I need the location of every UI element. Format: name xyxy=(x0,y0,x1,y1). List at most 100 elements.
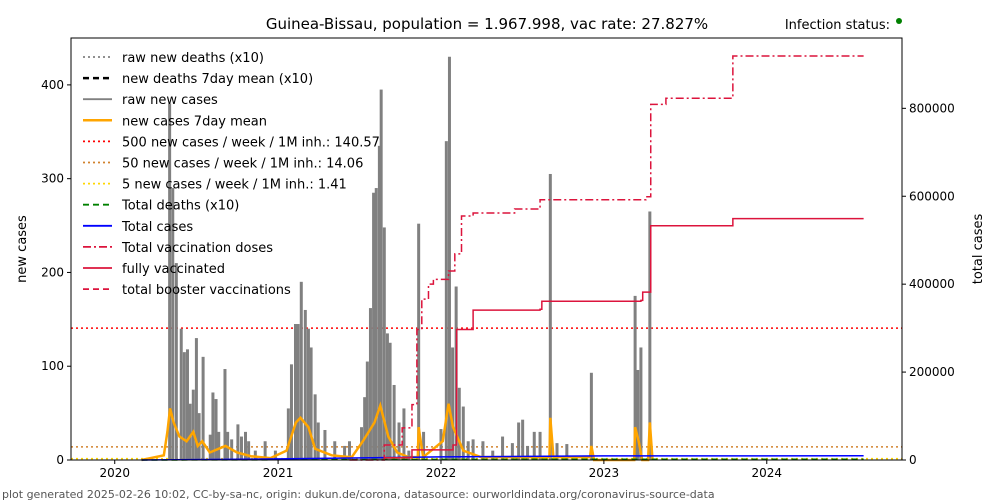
raw-new-cases-bar xyxy=(343,445,347,460)
y-tick-label: 200 xyxy=(41,265,64,279)
infection-status-dot xyxy=(896,18,902,24)
y2-tick-label: 800000 xyxy=(909,101,955,115)
raw-new-cases-bar xyxy=(174,263,178,460)
raw-new-cases-bar xyxy=(392,384,396,460)
raw-new-cases-bar xyxy=(182,352,186,460)
raw-new-cases-bar xyxy=(517,422,521,460)
raw-new-cases-bar xyxy=(293,324,297,460)
raw-new-cases-bar xyxy=(417,223,421,460)
y-tick-label: 300 xyxy=(41,172,64,186)
y-tick-label: 100 xyxy=(41,359,64,373)
raw-new-cases-bar xyxy=(526,445,530,460)
raw-new-cases-bar xyxy=(194,338,198,460)
raw-new-cases-bar xyxy=(188,403,192,460)
raw-new-cases-bar xyxy=(451,347,455,460)
raw-new-cases-bar xyxy=(347,441,351,460)
raw-new-cases-bar xyxy=(239,436,243,460)
legend-label: raw new cases xyxy=(122,93,218,108)
raw-new-cases-bar xyxy=(323,429,327,460)
chart-title: Guinea-Bissau, population = 1.967.998, v… xyxy=(266,15,708,33)
raw-new-cases-bar xyxy=(191,389,195,460)
raw-new-cases-bar xyxy=(510,443,514,460)
raw-new-cases-bar xyxy=(263,441,267,460)
raw-new-cases-bar xyxy=(548,173,552,460)
x-tick-label: 2020 xyxy=(99,466,130,480)
raw-new-cases-bar xyxy=(538,431,542,460)
raw-new-cases-bar xyxy=(633,295,637,460)
raw-new-cases-bar xyxy=(636,369,640,460)
legend-label: 5 new cases / week / 1M inh.: 1.41 xyxy=(122,178,347,193)
new-cases-7day-mean-line xyxy=(141,401,654,462)
raw-new-cases-bar xyxy=(377,145,381,460)
raw-new-cases-bar xyxy=(639,347,643,460)
raw-new-cases-bar xyxy=(439,429,443,460)
footer-note: plot generated 2025-02-26 10:02, CC-by-s… xyxy=(2,488,715,500)
raw-new-cases-bar xyxy=(211,392,215,460)
raw-new-cases-bar xyxy=(313,394,317,460)
y2-tick-label: 0 xyxy=(909,453,917,467)
raw-new-cases-bar xyxy=(223,369,227,460)
x-tick-label: 2021 xyxy=(263,466,294,480)
raw-new-cases-bar xyxy=(306,328,310,460)
raw-new-cases-bar xyxy=(185,349,189,460)
raw-new-cases-bar xyxy=(447,56,451,460)
raw-new-cases-bar xyxy=(388,342,392,460)
raw-new-cases-bar xyxy=(197,413,201,460)
raw-new-cases-bar xyxy=(379,89,383,461)
raw-new-cases-bar xyxy=(168,103,172,461)
raw-new-cases-bar xyxy=(316,422,320,460)
raw-new-cases-bar xyxy=(501,436,505,460)
raw-new-cases-bar xyxy=(363,397,367,460)
raw-new-cases-bar xyxy=(286,408,290,460)
raw-new-cases-bar xyxy=(368,308,372,460)
raw-new-cases-bar xyxy=(289,364,293,460)
raw-new-cases-bar xyxy=(444,141,448,460)
y-tick-label: 0 xyxy=(56,453,64,467)
legend-label: new cases 7day mean xyxy=(122,114,267,129)
raw-new-cases-bar xyxy=(372,192,376,460)
raw-new-cases-bar xyxy=(385,333,389,460)
legend-label: 500 new cases / week / 1M inh.: 140.57 xyxy=(122,135,380,150)
legend-label: new deaths 7day mean (x10) xyxy=(122,72,313,87)
legend-label: raw new deaths (x10) xyxy=(122,51,264,66)
legend-label: 50 new cases / week / 1M inh.: 14.06 xyxy=(122,157,363,172)
raw-new-cases-bar xyxy=(303,309,307,460)
raw-new-cases-bar xyxy=(374,188,378,461)
raw-new-cases-bar xyxy=(648,211,652,460)
legend-label: fully vaccinated xyxy=(122,262,225,277)
y2-tick-label: 200000 xyxy=(909,365,955,379)
x-tick-label: 2024 xyxy=(751,466,782,480)
raw-new-cases-bar xyxy=(253,450,257,460)
y2-axis-label: total cases xyxy=(971,214,986,285)
raw-new-cases-bar xyxy=(555,443,559,460)
raw-new-cases-bar xyxy=(171,188,175,461)
total-vaccination-doses-line xyxy=(349,55,864,461)
y-axis-label: new cases xyxy=(15,215,30,283)
raw-new-cases-bar xyxy=(236,424,240,460)
total-cases-line xyxy=(141,455,864,461)
infection-status-label: Infection status: xyxy=(785,18,890,33)
raw-new-cases-bar xyxy=(481,441,485,460)
y2-tick-label: 400000 xyxy=(909,277,955,291)
raw-new-cases-bar xyxy=(402,408,406,460)
raw-new-cases-bar xyxy=(521,419,525,460)
raw-new-cases-bar xyxy=(299,281,303,460)
raw-new-cases-bar xyxy=(217,431,221,460)
raw-new-cases-bar xyxy=(532,431,536,460)
legend-label: total booster vaccinations xyxy=(122,283,291,298)
raw-new-cases-bar xyxy=(208,434,212,460)
raw-new-cases-bar xyxy=(247,441,251,460)
raw-new-cases-bar xyxy=(397,422,401,460)
fully-vaccinated-line xyxy=(384,217,864,459)
raw-new-cases-bar xyxy=(365,361,369,460)
raw-new-cases-bar xyxy=(471,439,475,460)
raw-new-cases-bar xyxy=(565,444,569,460)
raw-new-cases-bar xyxy=(491,450,495,460)
raw-new-cases-bar xyxy=(589,372,593,460)
raw-new-cases-bar xyxy=(309,347,313,460)
legend-label: Total vaccination doses xyxy=(121,241,273,256)
y-tick-label: 400 xyxy=(41,78,64,92)
raw-new-cases-bar xyxy=(422,431,426,460)
